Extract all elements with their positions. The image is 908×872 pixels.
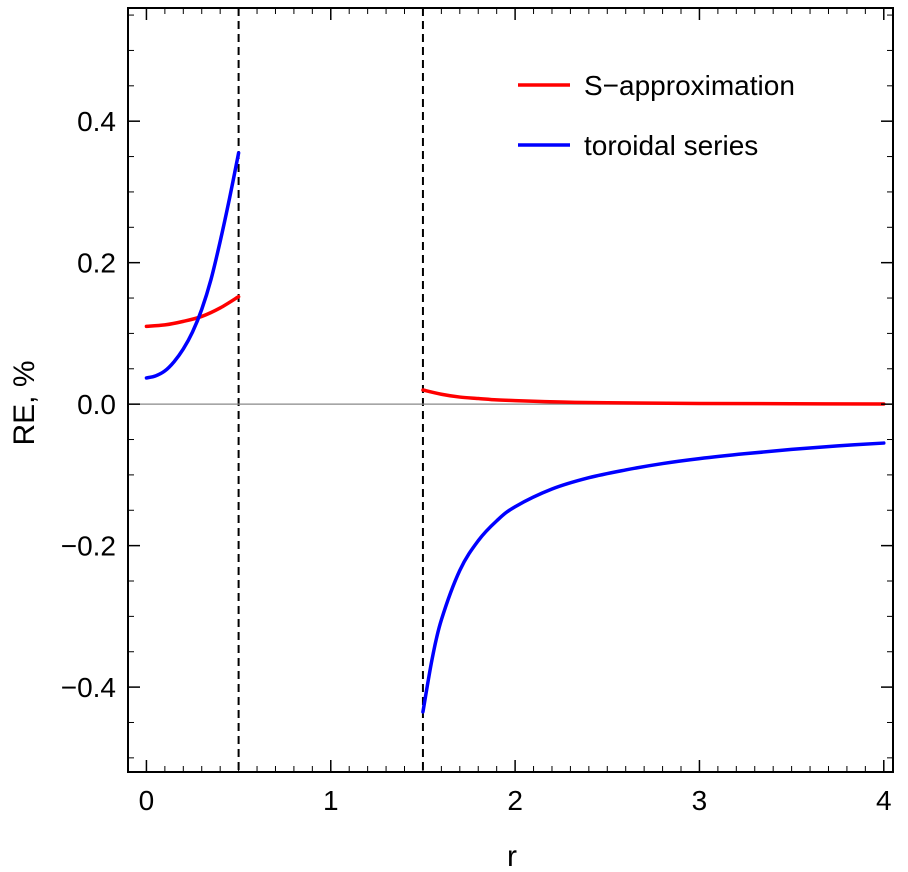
y-tick-label: 0.0 (77, 389, 116, 420)
y-tick-label: 0.2 (77, 248, 116, 279)
series-1-curve-0 (144, 151, 241, 380)
y-tick-label: −0.4 (61, 672, 116, 703)
x-tick-label: 3 (692, 785, 708, 816)
x-tick-label: 4 (876, 785, 892, 816)
series-0-curve-1 (421, 388, 886, 406)
y-tick-label: −0.2 (61, 531, 116, 562)
plot-frame (127, 7, 894, 773)
x-axis-label: r (507, 840, 517, 872)
x-tick-label: 2 (507, 785, 523, 816)
legend-label-1: toroidal series (584, 130, 758, 161)
series-1-curve-1 (421, 441, 886, 714)
y-tick-label: 0.4 (77, 106, 116, 137)
x-tick-label: 1 (323, 785, 339, 816)
y-axis-label: RE, % (8, 360, 41, 445)
series-0-curve-0 (144, 294, 241, 329)
x-tick-label: 0 (139, 785, 155, 816)
legend-label-0: S−approximation (584, 70, 795, 101)
